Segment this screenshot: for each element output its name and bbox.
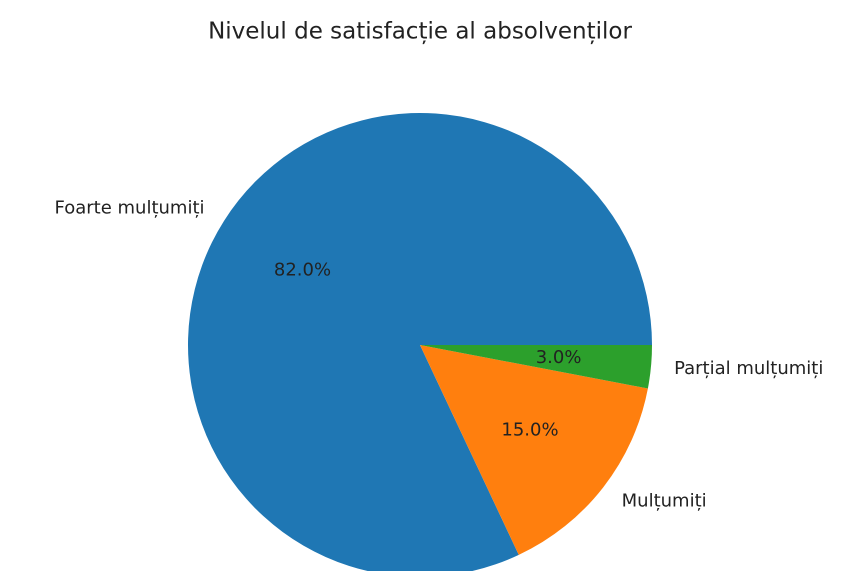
slice-label: Mulțumiți (622, 490, 707, 511)
pie-slice (188, 113, 652, 571)
pie-slice (420, 345, 652, 389)
chart-title: Nivelul de satisfacție al absolvenților (208, 19, 632, 45)
slice-label: Parțial mulțumiți (674, 358, 823, 379)
percent-label: 82.0% (274, 259, 331, 280)
slice-label: Foarte mulțumiți (55, 197, 205, 218)
percent-label: 3.0% (536, 347, 582, 368)
pie-slice (420, 345, 648, 555)
percent-label: 15.0% (501, 419, 558, 440)
